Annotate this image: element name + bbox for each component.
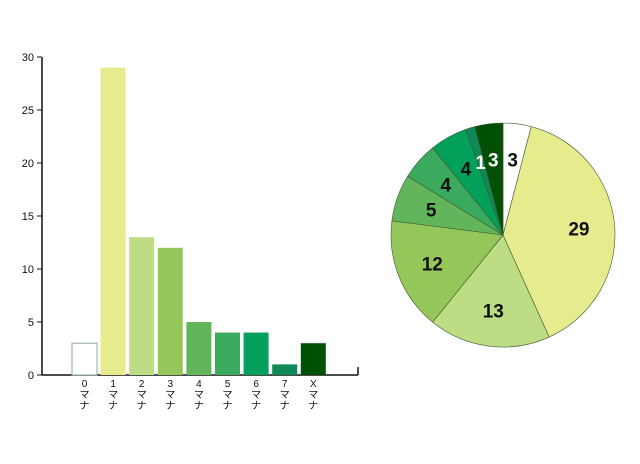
x-tick-label: 0 マナ [80,379,90,412]
pie-slice-3 [390,220,504,323]
pie-label-1: 29 [568,220,589,241]
x-tick-label: X マナ [308,379,318,412]
pie-label-0: 3 [507,151,518,172]
pie-label-6: 4 [461,160,472,181]
y-tick-label: 15 [22,211,34,223]
x-tick-label: 5 マナ [223,379,233,412]
y-tick-label: 20 [22,158,34,170]
bar-0 [71,342,98,376]
y-tick-label: 25 [22,105,34,117]
bar-1 [100,67,126,375]
y-tick-label: 30 [22,52,34,64]
x-tick-label: 6 マナ [251,379,261,412]
pie-label-8: 3 [488,151,499,172]
pie-label-4: 5 [426,201,437,222]
pie-slice-8 [474,122,504,236]
pie-slice-2 [432,234,550,348]
pie-label-7: 1 [475,153,486,174]
pie-label-5: 4 [441,176,452,197]
y-tick-label: 0 [28,370,34,382]
x-tick-label: 1 マナ [108,379,118,412]
x-tick-label: 7 マナ [280,379,290,412]
x-tick-label: 2 マナ [137,379,147,412]
x-tick-label: 3 マナ [165,379,175,412]
bar-7 [272,364,298,375]
bar-6 [243,332,269,375]
pie-label-2: 13 [483,302,504,323]
bar-8 [300,343,326,375]
y-tick-label: 5 [28,317,34,329]
pie-slice-1 [502,126,616,338]
bar-3 [157,247,183,375]
y-tick-label: 10 [22,264,34,276]
bar-2 [129,237,155,375]
x-tick-label: 4 マナ [194,379,204,412]
pie-label-3: 12 [422,254,443,275]
bar-5 [215,332,240,375]
bar-4 [186,322,212,375]
